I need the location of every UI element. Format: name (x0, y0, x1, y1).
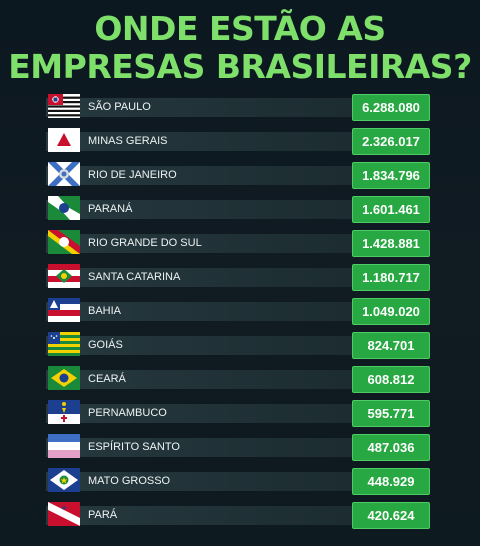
row-bar (46, 472, 352, 491)
value-badge: 1.601.461 (352, 196, 430, 223)
table-row: GOIÁS 824.701 (46, 332, 430, 359)
row-bar (46, 438, 352, 457)
row-bar (46, 234, 352, 253)
value-badge: 608.812 (352, 366, 430, 393)
minas-gerais-flag-icon (48, 128, 80, 152)
state-label: RIO DE JANEIRO (88, 169, 177, 181)
value-badge: 1.834.796 (352, 162, 430, 189)
row-bar (46, 404, 352, 423)
value-badge: 420.624 (352, 502, 430, 529)
table-row: SÃO PAULO 6.288.080 (46, 94, 430, 121)
title-line-1: ONDE ESTÃO AS (94, 9, 386, 48)
table-row: RIO GRANDE DO SUL 1.428.881 (46, 230, 430, 257)
row-bar (46, 370, 352, 389)
row-bar (46, 302, 352, 321)
row-bar (46, 98, 352, 117)
table-row: PARANÁ 1.601.461 (46, 196, 430, 223)
state-label: ESPÍRITO SANTO (88, 441, 180, 453)
pernambuco-flag-icon (48, 400, 80, 424)
value-badge: 448.929 (352, 468, 430, 495)
mato-grosso-flag-icon (48, 468, 80, 492)
table-row: PERNAMBUCO 595.771 (46, 400, 430, 427)
value-badge: 1.180.717 (352, 264, 430, 291)
table-row: CEARÁ 608.812 (46, 366, 430, 393)
state-label: PARÁ (88, 509, 118, 521)
state-label: BAHIA (88, 305, 122, 317)
table-row: RIO DE JANEIRO 1.834.796 (46, 162, 430, 189)
table-row: BAHIA 1.049.020 (46, 298, 430, 325)
value-badge: 595.771 (352, 400, 430, 427)
santa-catarina-flag-icon (48, 264, 80, 288)
goias-flag-icon (48, 332, 80, 356)
para-flag-icon (48, 502, 80, 526)
value-badge: 1.428.881 (352, 230, 430, 257)
value-badge: 1.049.020 (352, 298, 430, 325)
espirito-santo-flag-icon (48, 434, 80, 458)
row-bar (46, 132, 352, 151)
bahia-flag-icon (48, 298, 80, 322)
page-title: ONDE ESTÃO AS EMPRESAS BRASILEIRAS? (0, 10, 480, 86)
state-label: CEARÁ (88, 373, 126, 385)
table-row: ESPÍRITO SANTO 487.036 (46, 434, 430, 461)
row-bar (46, 268, 352, 287)
table-row: MINAS GERAIS 2.326.017 (46, 128, 430, 155)
row-bar (46, 166, 352, 185)
value-badge: 824.701 (352, 332, 430, 359)
value-badge: 6.288.080 (352, 94, 430, 121)
row-bar (46, 506, 352, 525)
rio-de-janeiro-flag-icon (48, 162, 80, 186)
ceara-flag-icon (48, 366, 80, 390)
state-label: MINAS GERAIS (88, 135, 168, 147)
row-bar (46, 200, 352, 219)
row-bar (46, 336, 352, 355)
title-line-2: EMPRESAS BRASILEIRAS? (8, 47, 472, 86)
value-badge: 487.036 (352, 434, 430, 461)
sao-paulo-flag-icon (48, 94, 80, 118)
state-label: GOIÁS (88, 339, 123, 351)
state-label: PERNAMBUCO (88, 407, 167, 419)
state-label: RIO GRANDE DO SUL (88, 237, 202, 249)
state-label: PARANÁ (88, 203, 133, 215)
parana-flag-icon (48, 196, 80, 220)
value-badge: 2.326.017 (352, 128, 430, 155)
table-row: SANTA CATARINA 1.180.717 (46, 264, 430, 291)
state-label: SÃO PAULO (88, 101, 151, 113)
table-row: MATO GROSSO 448.929 (46, 468, 430, 495)
table-row: PARÁ 420.624 (46, 502, 430, 529)
rio-grande-do-sul-flag-icon (48, 230, 80, 254)
state-label: MATO GROSSO (88, 475, 171, 487)
state-label: SANTA CATARINA (88, 271, 181, 283)
